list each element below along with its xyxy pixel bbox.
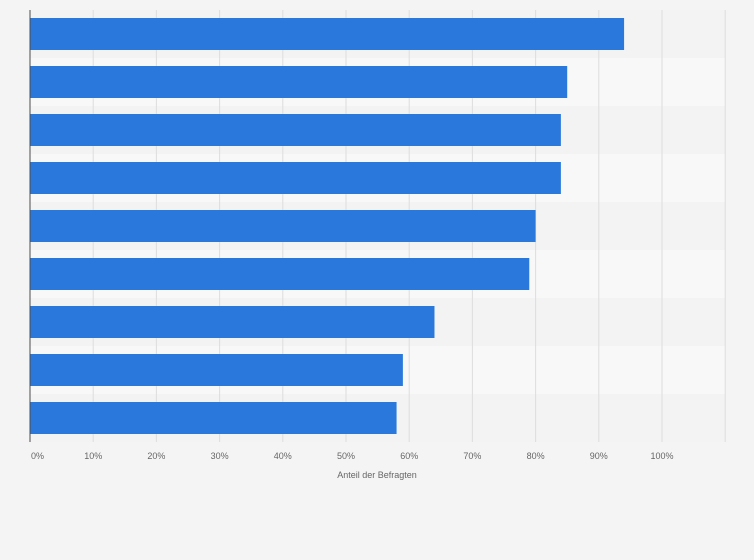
x-tick-label: 0% (31, 451, 44, 461)
x-tick-label: 20% (147, 451, 165, 461)
bar[interactable] (30, 162, 561, 194)
bar[interactable] (30, 354, 403, 386)
x-axis-title: Anteil der Befragten (337, 470, 417, 480)
x-tick-label: 80% (527, 451, 545, 461)
bar[interactable] (30, 402, 397, 434)
bar[interactable] (30, 258, 530, 290)
bar[interactable] (30, 114, 561, 146)
x-tick-label: 90% (590, 451, 608, 461)
x-tick-label: 100% (650, 451, 673, 461)
bar[interactable] (30, 66, 568, 98)
bars (30, 18, 625, 434)
x-tick-label: 10% (84, 451, 102, 461)
x-tick-label: 50% (337, 451, 355, 461)
bar[interactable] (30, 306, 435, 338)
bar[interactable] (30, 210, 536, 242)
x-tick-label: 70% (463, 451, 481, 461)
x-tick-label: 40% (274, 451, 292, 461)
x-tick-label: 30% (211, 451, 229, 461)
x-tick-labels: 0% 10% 20% 30% 40% 50% 60% 70% 80% 90% 100% (31, 451, 674, 461)
x-tick-label: 60% (400, 451, 418, 461)
bar[interactable] (30, 18, 625, 50)
